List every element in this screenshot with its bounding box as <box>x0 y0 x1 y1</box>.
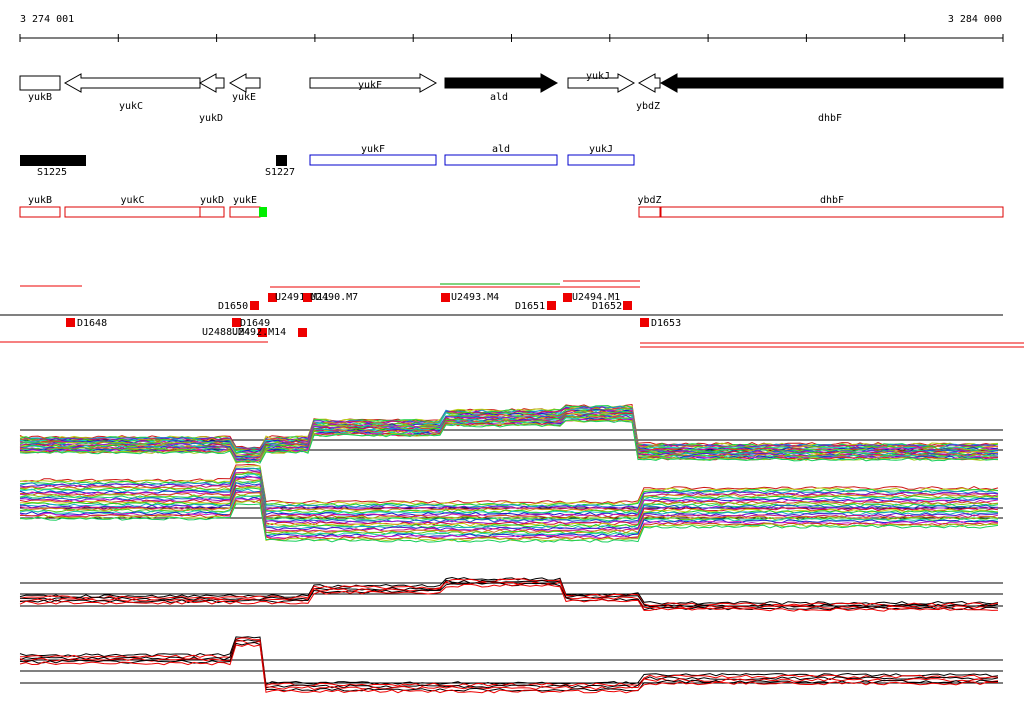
promoter-box <box>232 318 241 327</box>
gene-label: ybdZ <box>636 101 660 112</box>
gene-label: dhbF <box>818 113 842 124</box>
signal-line <box>19 465 999 506</box>
transcript-label: dhbF <box>820 195 844 206</box>
gene-arrow <box>637 73 661 93</box>
gene-arrow <box>567 73 636 93</box>
signal-line <box>19 643 999 694</box>
signal-line <box>19 486 999 527</box>
transcript <box>64 206 201 218</box>
signal-line <box>20 419 999 464</box>
signal-line <box>19 468 999 510</box>
gene-label: yukJ <box>586 71 610 82</box>
ruler-end: 3 284 000 <box>948 14 1002 25</box>
signal-line <box>19 487 999 529</box>
promoter-box <box>623 301 632 310</box>
promoter-box <box>66 318 75 327</box>
promoter-label: D1650 <box>218 301 248 312</box>
promoter-label: D1648 <box>77 318 107 329</box>
gene-arrow <box>444 73 559 93</box>
product-label: yukF <box>361 144 385 155</box>
transcript <box>660 206 1004 218</box>
segment <box>276 155 287 166</box>
promoter-label: U2488.M4 <box>202 327 250 338</box>
promoter-box <box>547 301 556 310</box>
signal-line <box>19 419 999 464</box>
promoter-label: D1651 <box>515 301 545 312</box>
promoter-label: D1652 <box>592 301 622 312</box>
promoter-box <box>268 293 277 302</box>
promoter-box <box>303 293 312 302</box>
gene-arrow <box>198 73 225 93</box>
promoter-box <box>441 293 450 302</box>
signal-line <box>19 480 999 522</box>
product-label: ald <box>492 144 510 155</box>
promoter-label: U2491.M11 <box>275 292 329 303</box>
promoter-label: D1653 <box>651 318 681 329</box>
signal-line <box>19 498 999 541</box>
gene-arrow <box>63 73 201 93</box>
transcript-label: ybdZ <box>637 195 661 206</box>
signal-line <box>19 579 999 608</box>
promoter-label: U2494.M1 <box>572 292 620 303</box>
promoter-box <box>640 318 649 327</box>
promoter-box <box>250 301 259 310</box>
product <box>567 154 635 166</box>
transcript <box>19 206 61 218</box>
signal-line <box>19 410 999 455</box>
product <box>309 154 437 166</box>
transcript-label: yukD <box>200 195 224 206</box>
signal-line <box>19 583 999 612</box>
signal-line <box>19 503 999 543</box>
transcript-label: yukB <box>28 195 52 206</box>
transcript-label: yukC <box>120 195 144 206</box>
segment <box>20 155 86 166</box>
ruler-start: 3 274 001 <box>20 14 74 25</box>
gene-label: yukF <box>358 80 382 91</box>
segment-label: S1225 <box>37 167 67 178</box>
gene-arrow <box>19 75 61 91</box>
product-label: yukJ <box>589 144 613 155</box>
signal-line <box>19 496 999 538</box>
promoter-label: D1649 <box>240 318 270 329</box>
transcript-label: yukE <box>233 195 257 206</box>
signal-line <box>19 477 999 519</box>
gene-label: yukB <box>28 92 52 103</box>
gene-arrow <box>659 73 1004 93</box>
promoter-label: U2493.M4 <box>451 292 499 303</box>
transcript <box>229 206 261 218</box>
promoter-label: U2492.M14 <box>232 327 286 338</box>
transcript <box>199 206 225 218</box>
signal-line <box>19 411 999 457</box>
marker <box>259 207 267 217</box>
gene-label: yukD <box>199 113 223 124</box>
transcript <box>638 206 661 218</box>
gene-arrow <box>228 73 261 93</box>
promoter-box <box>298 328 307 337</box>
gene-label: yukC <box>119 101 143 112</box>
signal-line <box>19 495 999 537</box>
signal-line <box>19 578 999 607</box>
signal-line <box>19 490 999 531</box>
gene-label: ald <box>490 92 508 103</box>
signal-line <box>19 491 999 533</box>
signal-line <box>19 500 999 542</box>
product <box>444 154 558 166</box>
signal-line <box>19 639 999 689</box>
signal-line <box>19 472 999 514</box>
signal-line <box>19 581 999 610</box>
signal-line <box>19 640 999 691</box>
signal-line <box>19 475 999 516</box>
segment-label: S1227 <box>265 167 295 178</box>
promoter-label: U2490.M7 <box>310 292 358 303</box>
promoter-box <box>258 328 267 337</box>
signal-line <box>20 483 999 525</box>
promoter-box <box>563 293 572 302</box>
gene-arrow <box>309 73 438 93</box>
gene-label: yukE <box>232 92 256 103</box>
